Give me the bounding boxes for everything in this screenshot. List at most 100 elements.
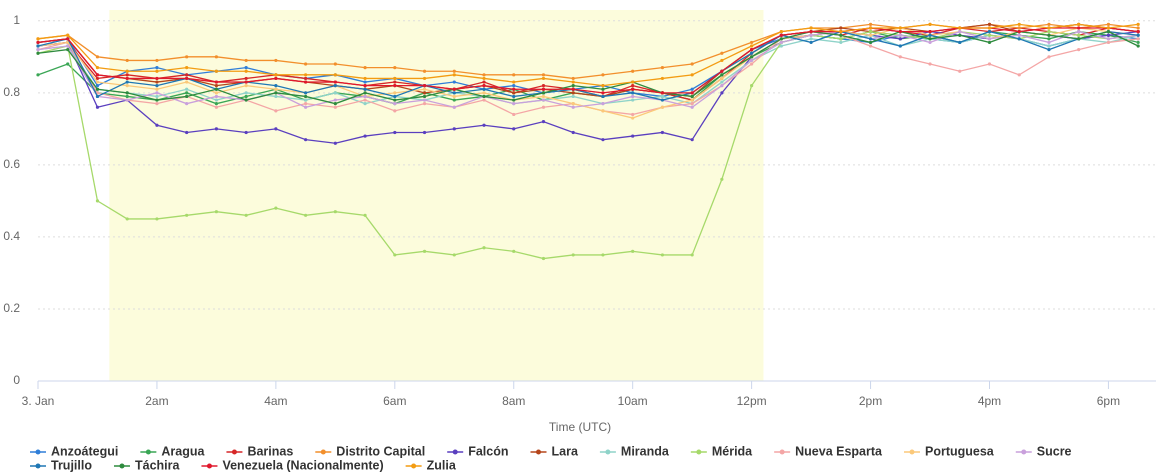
point xyxy=(720,91,724,95)
point xyxy=(601,94,605,99)
point xyxy=(66,62,70,66)
point xyxy=(36,51,40,55)
point xyxy=(185,130,189,135)
point xyxy=(393,66,397,70)
point xyxy=(422,84,427,88)
point xyxy=(393,130,397,135)
point xyxy=(898,37,902,41)
point xyxy=(304,73,308,77)
legend-item[interactable]: Falcón xyxy=(447,444,509,458)
legend-marker xyxy=(231,449,237,455)
point xyxy=(720,73,724,77)
point xyxy=(304,62,308,66)
point xyxy=(690,253,694,257)
legend-item[interactable]: Zulia xyxy=(405,458,457,472)
point xyxy=(185,73,189,77)
point xyxy=(422,98,427,102)
legend-label: Falcón xyxy=(468,444,508,458)
legend-item[interactable]: Trujillo xyxy=(30,458,92,472)
point xyxy=(690,138,694,142)
legend-item[interactable]: Nueva Esparta xyxy=(774,444,883,458)
point xyxy=(809,37,813,41)
point xyxy=(512,249,516,253)
point xyxy=(333,141,337,145)
point xyxy=(987,40,992,45)
series-line xyxy=(37,30,1139,108)
point xyxy=(36,40,40,45)
point xyxy=(95,76,100,81)
point xyxy=(690,87,694,91)
point xyxy=(304,105,308,109)
point xyxy=(512,98,516,102)
point xyxy=(155,91,159,95)
legend-label: Trujillo xyxy=(51,458,92,472)
point xyxy=(125,80,129,84)
point xyxy=(214,102,219,106)
x-tick-label: 2am xyxy=(145,394,168,408)
point xyxy=(868,44,873,48)
legend-item[interactable]: Barinas xyxy=(226,444,293,458)
point xyxy=(928,33,932,37)
point xyxy=(779,44,783,48)
point xyxy=(690,98,694,102)
legend-item[interactable]: Anzoátegui xyxy=(30,444,118,458)
point xyxy=(660,91,665,95)
point xyxy=(631,69,635,73)
point xyxy=(987,30,992,34)
legend-marker xyxy=(605,449,611,455)
legend-item[interactable]: Miranda xyxy=(599,444,670,458)
point xyxy=(214,210,219,214)
point xyxy=(601,91,605,95)
point xyxy=(95,105,100,109)
point xyxy=(482,91,486,95)
point xyxy=(571,80,575,84)
point xyxy=(36,37,40,41)
legend-item[interactable]: Distrito Capital xyxy=(315,444,425,458)
point xyxy=(125,73,129,77)
point xyxy=(304,91,308,95)
legend-item[interactable]: Sucre xyxy=(1015,444,1072,458)
legend-item[interactable]: Mérida xyxy=(690,444,753,458)
point xyxy=(452,69,456,73)
legend-label: Táchira xyxy=(135,458,181,472)
point xyxy=(512,80,516,84)
point xyxy=(393,80,397,84)
point xyxy=(304,213,308,217)
point xyxy=(185,94,189,99)
point xyxy=(452,73,456,77)
legend-item[interactable]: Táchira xyxy=(113,458,181,472)
legend-item[interactable]: Aragua xyxy=(140,444,205,458)
legend-item[interactable]: Lara xyxy=(530,444,579,458)
point xyxy=(393,76,397,81)
point xyxy=(631,91,635,95)
point xyxy=(1047,30,1051,34)
point xyxy=(541,87,546,91)
point xyxy=(422,76,427,81)
point xyxy=(1136,22,1140,27)
point xyxy=(690,94,694,99)
x-tick-label: 12pm xyxy=(737,394,767,408)
point xyxy=(125,98,129,102)
point xyxy=(541,120,546,124)
point xyxy=(244,91,248,95)
point xyxy=(155,217,159,221)
point xyxy=(750,51,754,55)
point xyxy=(571,102,575,106)
point xyxy=(482,246,486,250)
legend-item[interactable]: Venezuela (Nacionalmente) xyxy=(201,458,384,472)
legend-marker xyxy=(1021,449,1027,455)
point xyxy=(660,105,665,109)
point xyxy=(898,55,902,59)
point xyxy=(750,48,754,52)
point xyxy=(66,48,70,52)
point xyxy=(541,73,546,77)
point xyxy=(720,58,724,63)
point xyxy=(185,80,189,84)
point xyxy=(452,105,456,109)
plot-band xyxy=(109,10,764,381)
point xyxy=(244,94,248,99)
legend-item[interactable]: Portuguesa xyxy=(904,444,995,458)
legend-label: Lara xyxy=(552,444,579,458)
point xyxy=(422,130,427,135)
point xyxy=(512,102,516,106)
